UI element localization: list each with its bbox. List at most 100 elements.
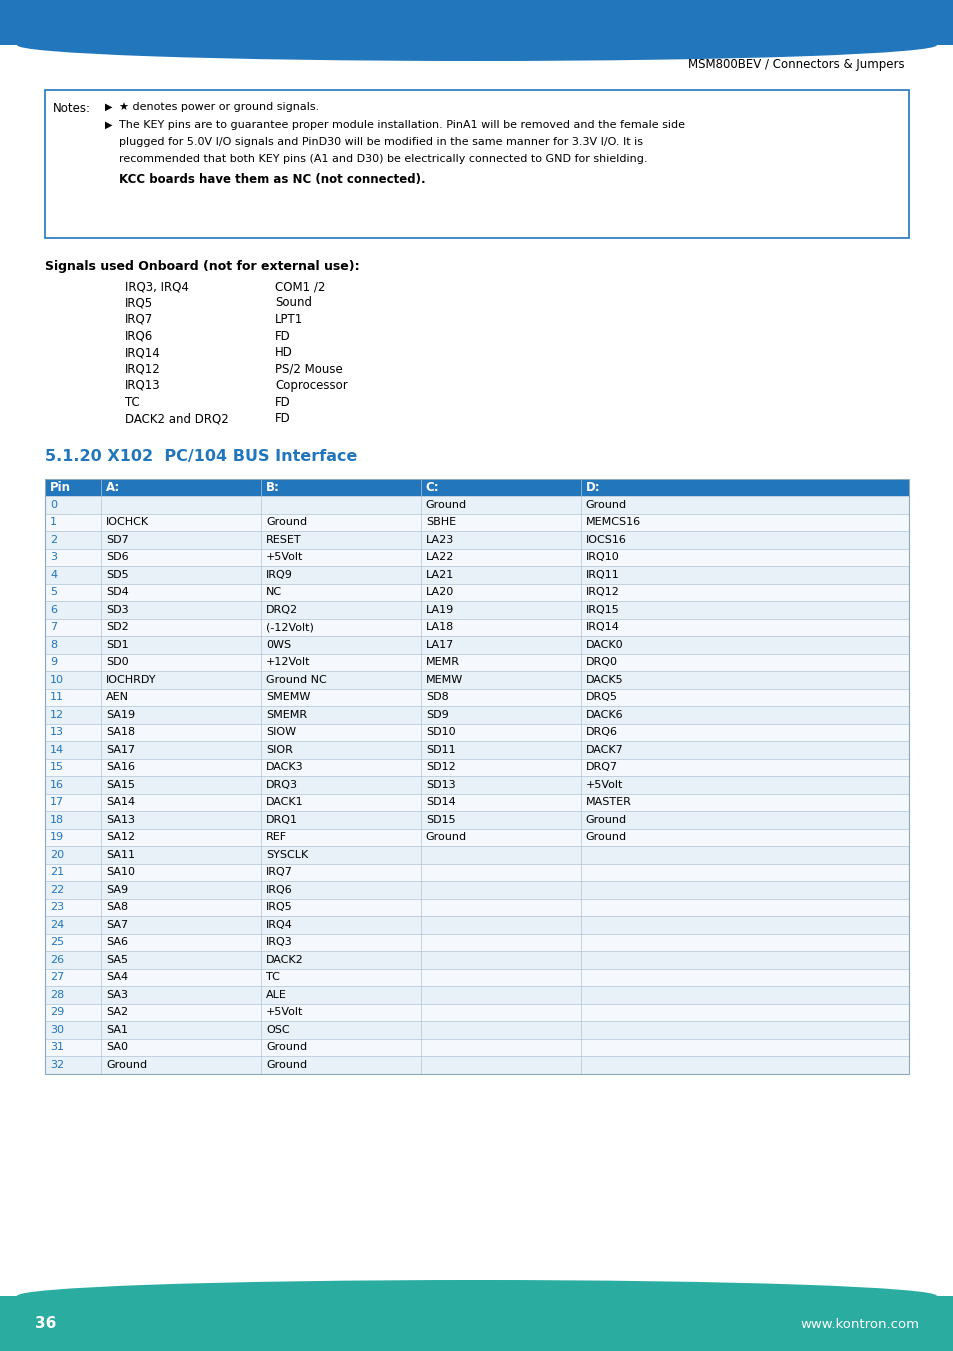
Text: 13: 13	[50, 727, 64, 738]
Ellipse shape	[17, 1279, 936, 1312]
Bar	[45, 549, 908, 566]
Text: (-12Volt): (-12Volt)	[266, 623, 314, 632]
Bar	[45, 566, 908, 584]
Text: SD3: SD3	[106, 605, 129, 615]
Text: 5: 5	[50, 588, 57, 597]
Text: DRQ6: DRQ6	[585, 727, 617, 738]
Text: SD14: SD14	[425, 797, 456, 808]
Text: SD10: SD10	[425, 727, 455, 738]
Text: Ground: Ground	[425, 500, 466, 509]
Text: LA23: LA23	[425, 535, 454, 544]
Bar	[45, 969, 908, 986]
Text: recommended that both KEY pins (A1 and D30) be electrically connected to GND for: recommended that both KEY pins (A1 and D…	[119, 154, 647, 163]
Bar	[45, 846, 908, 863]
Bar	[45, 916, 908, 934]
Text: IRQ9: IRQ9	[266, 570, 293, 580]
Text: SD9: SD9	[425, 709, 448, 720]
Text: C:: C:	[425, 481, 439, 493]
Text: Pin: Pin	[50, 481, 71, 493]
Text: 22: 22	[50, 885, 64, 894]
Text: IRQ3, IRQ4: IRQ3, IRQ4	[125, 280, 189, 293]
Text: IRQ7: IRQ7	[266, 867, 293, 877]
Bar	[45, 881, 908, 898]
Text: Ground: Ground	[585, 815, 626, 824]
Text: PS/2 Mouse: PS/2 Mouse	[274, 362, 342, 376]
Text: 1: 1	[50, 517, 57, 527]
Bar	[45, 1056, 908, 1074]
Text: IRQ7: IRQ7	[125, 313, 153, 326]
Text: 21: 21	[50, 867, 64, 877]
Text: KCC boards have them as NC (not connected).: KCC boards have them as NC (not connecte…	[119, 173, 425, 186]
Bar	[45, 689, 908, 707]
Text: 10: 10	[50, 674, 64, 685]
Text: SD5: SD5	[106, 570, 129, 580]
Text: +5Volt: +5Volt	[266, 553, 303, 562]
Text: MASTER: MASTER	[585, 797, 631, 808]
Text: SA19: SA19	[106, 709, 135, 720]
Bar	[45, 740, 908, 758]
Text: SA11: SA11	[106, 850, 135, 859]
Text: IRQ5: IRQ5	[125, 296, 153, 309]
Text: MEMCS16: MEMCS16	[585, 517, 640, 527]
Text: 26: 26	[50, 955, 64, 965]
Text: LA20: LA20	[425, 588, 454, 597]
Bar	[45, 863, 908, 881]
Text: AEN: AEN	[106, 692, 129, 703]
Text: The KEY pins are to guarantee proper module installation. PinA1 will be removed : The KEY pins are to guarantee proper mod…	[119, 120, 684, 130]
Text: FD: FD	[274, 330, 291, 343]
Text: 11: 11	[50, 692, 64, 703]
Bar	[45, 91, 908, 238]
Text: IRQ14: IRQ14	[125, 346, 161, 359]
Text: DACK5: DACK5	[585, 674, 622, 685]
Text: LPT1: LPT1	[274, 313, 303, 326]
Text: TC: TC	[125, 396, 139, 408]
Text: 15: 15	[50, 762, 64, 773]
Text: 7: 7	[50, 623, 57, 632]
Text: 4: 4	[50, 570, 57, 580]
Text: IOCS16: IOCS16	[585, 535, 626, 544]
Text: IRQ13: IRQ13	[125, 380, 160, 392]
Text: SD1: SD1	[106, 640, 129, 650]
Bar	[45, 531, 908, 549]
Text: 23: 23	[50, 902, 64, 912]
Text: Ground: Ground	[585, 500, 626, 509]
Text: Notes:: Notes:	[53, 101, 91, 115]
Text: FD: FD	[274, 396, 291, 408]
Text: 19: 19	[50, 832, 64, 842]
Text: LA22: LA22	[425, 553, 454, 562]
Text: 9: 9	[50, 657, 57, 667]
Text: SA4: SA4	[106, 973, 128, 982]
Text: 12: 12	[50, 709, 64, 720]
Text: DACK1: DACK1	[266, 797, 303, 808]
Text: 32: 32	[50, 1059, 64, 1070]
Text: SD12: SD12	[425, 762, 456, 773]
Text: SA9: SA9	[106, 885, 128, 894]
Text: SMEMW: SMEMW	[266, 692, 310, 703]
Text: COM1 /2: COM1 /2	[274, 280, 325, 293]
Bar	[45, 601, 908, 619]
Bar	[45, 584, 908, 601]
Text: ▶: ▶	[105, 120, 112, 130]
Text: IRQ12: IRQ12	[125, 362, 161, 376]
Text: IRQ4: IRQ4	[266, 920, 293, 929]
Text: TC: TC	[266, 973, 279, 982]
Text: 0: 0	[50, 500, 57, 509]
Text: 25: 25	[50, 938, 64, 947]
Text: SA17: SA17	[106, 744, 135, 755]
Text: SIOW: SIOW	[266, 727, 295, 738]
Text: plugged for 5.0V I/O signals and PinD30 will be modified in the same manner for : plugged for 5.0V I/O signals and PinD30 …	[119, 136, 642, 147]
Text: Ground: Ground	[266, 1042, 307, 1052]
Text: SA3: SA3	[106, 990, 128, 1000]
Text: LA19: LA19	[425, 605, 454, 615]
Bar	[45, 898, 908, 916]
Text: SA5: SA5	[106, 955, 128, 965]
Text: 14: 14	[50, 744, 64, 755]
Text: NC: NC	[266, 588, 282, 597]
Bar	[45, 636, 908, 654]
Text: OSC: OSC	[266, 1025, 290, 1035]
Text: DACK7: DACK7	[585, 744, 622, 755]
Bar	[45, 1004, 908, 1021]
Text: 30: 30	[50, 1025, 64, 1035]
Text: SD11: SD11	[425, 744, 455, 755]
Text: Signals used Onboard (not for external use):: Signals used Onboard (not for external u…	[45, 259, 359, 273]
